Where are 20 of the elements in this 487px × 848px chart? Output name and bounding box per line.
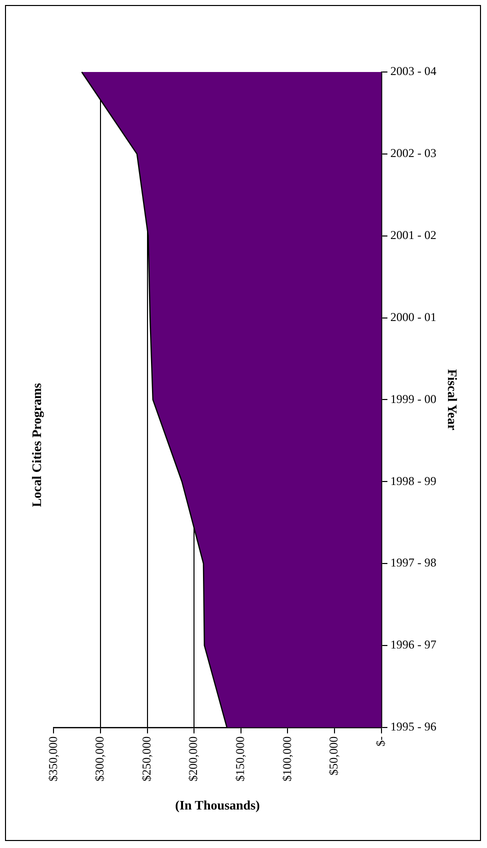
x-axis-title: (In Thousands)	[175, 798, 260, 813]
y-tick-label: 2002 - 03	[390, 146, 436, 160]
x-tick-label: $100,000	[280, 736, 294, 782]
x-tick-label: $50,000	[326, 736, 341, 776]
y-axis-title: Fiscal Year	[444, 369, 460, 431]
y-tick-label: 1995 - 96	[390, 720, 436, 734]
x-tick-label: $-	[374, 736, 388, 746]
y-tick-label: 2001 - 02	[390, 228, 436, 242]
y-tick-label: 1998 - 99	[390, 474, 436, 488]
x-tick-label: $350,000	[46, 736, 60, 782]
text: Local Cities Programs	[29, 383, 44, 507]
y-tick-label: 1997 - 98	[390, 556, 436, 570]
x-tick-label: $150,000	[233, 736, 248, 782]
x-tick-label: $200,000	[186, 736, 200, 782]
y-tick-label: 2003 - 04	[390, 64, 436, 78]
y-tick-label: 1996 - 97	[390, 638, 436, 652]
x-tick-label: $250,000	[139, 736, 154, 782]
x-tick-label: $300,000	[92, 736, 107, 782]
y-tick-label: 2000 - 01	[390, 310, 436, 324]
y-tick-label: 1999 - 00	[390, 392, 436, 406]
